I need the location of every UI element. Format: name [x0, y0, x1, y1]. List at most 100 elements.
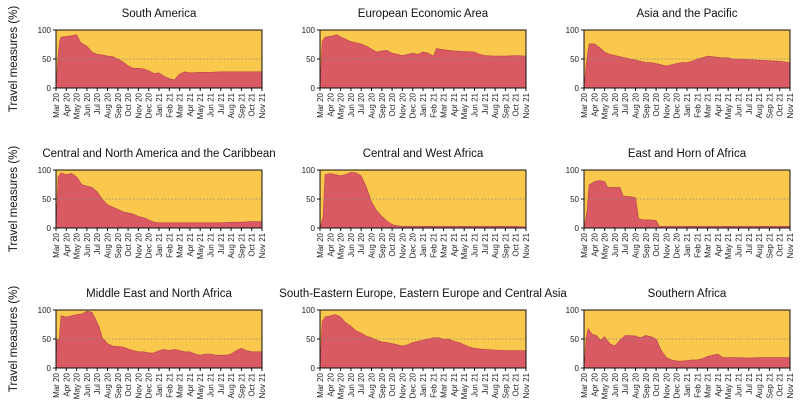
- x-tick-label: Sep 21: [765, 92, 774, 118]
- x-tick-label: Aug 21: [491, 92, 500, 118]
- x-tick-label: Feb 21: [693, 232, 702, 257]
- x-tick-label: Oct 20: [124, 372, 133, 396]
- x-tick-label: Aug 20: [632, 232, 641, 258]
- measures-area-series: [319, 314, 527, 369]
- y-tick-label: 0: [47, 224, 52, 233]
- x-tick-label: Sep 20: [114, 232, 123, 258]
- x-tick-label: Aug 20: [104, 92, 113, 118]
- y-tick-label: 100: [302, 166, 316, 175]
- x-tick-label: Oct 21: [776, 92, 785, 116]
- x-tick-label: Mar 21: [176, 232, 185, 257]
- x-tick-label: May 20: [73, 92, 82, 119]
- x-tick-label: Oct 20: [388, 232, 397, 256]
- x-tick-label: Jul 20: [621, 372, 630, 394]
- measures-area-series: [55, 172, 263, 229]
- x-tick-label: Aug 21: [227, 372, 236, 398]
- x-tick-label: Dec 20: [145, 372, 154, 398]
- x-tick-label: Mar 20: [580, 232, 589, 257]
- x-tick-label: Jun 21: [207, 232, 216, 257]
- x-tick-label: Dec 20: [673, 372, 682, 398]
- x-tick-label: Apr 20: [326, 372, 335, 396]
- x-tick-label: Oct 21: [776, 232, 785, 256]
- x-tick-label: Nov 21: [258, 92, 267, 118]
- x-tick-label: Nov 21: [786, 92, 795, 118]
- x-tick-label: Aug 20: [632, 92, 641, 118]
- x-tick-label: Sep 21: [765, 372, 774, 398]
- x-tick-label: Jun 20: [83, 372, 92, 397]
- x-tick-label: Jun 20: [83, 92, 92, 117]
- x-tick-label: Jun 21: [207, 92, 216, 117]
- panel-title: Central and West Africa: [363, 148, 484, 160]
- x-tick-label: Apr 20: [62, 232, 71, 256]
- x-tick-label: Dec 20: [145, 232, 154, 258]
- x-tick-label: Oct 20: [388, 92, 397, 116]
- y-tick-label: 0: [47, 84, 52, 93]
- x-tick-label: Mar 21: [176, 92, 185, 117]
- panel-title: European Economic Area: [358, 8, 489, 20]
- x-tick-label: Oct 21: [512, 372, 521, 396]
- x-tick-label: Sep 20: [642, 232, 651, 258]
- x-tick-label: Jan 21: [155, 232, 164, 257]
- x-tick-label: Dec 20: [409, 372, 418, 398]
- x-tick-label: Jul 20: [93, 232, 102, 254]
- x-tick-label: Dec 20: [673, 232, 682, 258]
- x-tick-label: Jun 21: [471, 372, 480, 397]
- x-tick-label: Sep 20: [378, 372, 387, 398]
- x-tick-label: Mar 20: [580, 372, 589, 397]
- x-tick-label: Jan 21: [155, 372, 164, 397]
- y-axis-label: Travel measures (%): [8, 6, 20, 112]
- x-tick-label: Sep 20: [642, 92, 651, 118]
- y-tick-label: 50: [42, 335, 51, 344]
- x-tick-label: Jan 21: [419, 232, 428, 257]
- y-tick-label: 100: [566, 306, 580, 315]
- y-tick-label: 100: [566, 26, 580, 35]
- y-tick-label: 0: [311, 224, 316, 233]
- x-tick-label: Feb 21: [429, 232, 438, 257]
- x-tick-label: Feb 21: [165, 372, 174, 397]
- measures-area-series: [583, 180, 791, 229]
- x-tick-label: May 21: [196, 92, 205, 119]
- x-tick-label: Oct 20: [124, 92, 133, 116]
- x-tick-label: Mar 20: [316, 232, 325, 257]
- x-tick-label: Jan 21: [419, 92, 428, 117]
- x-tick-label: Oct 21: [776, 372, 785, 396]
- x-tick-label: Aug 21: [755, 92, 764, 118]
- x-tick-label: May 21: [196, 232, 205, 259]
- x-tick-label: May 20: [601, 232, 610, 259]
- y-tick-label: 100: [566, 166, 580, 175]
- x-tick-label: Apr 21: [186, 92, 195, 116]
- x-tick-label: Sep 20: [114, 92, 123, 118]
- y-tick-label: 0: [575, 84, 580, 93]
- x-tick-label: Jun 20: [347, 232, 356, 257]
- y-tick-label: 50: [42, 195, 51, 204]
- x-tick-label: Jun 20: [611, 372, 620, 397]
- x-tick-label: May 21: [460, 372, 469, 399]
- x-tick-label: Sep 21: [237, 372, 246, 398]
- panel: Middle East and North Africa 0 50 100 Mar 20…: [38, 288, 267, 399]
- x-tick-label: Aug 21: [491, 232, 500, 258]
- x-tick-label: May 20: [337, 232, 346, 259]
- x-tick-label: Mar 21: [440, 232, 449, 257]
- x-tick-label: May 20: [337, 92, 346, 119]
- x-tick-label: Feb 21: [165, 92, 174, 117]
- x-tick-label: Jun 20: [611, 92, 620, 117]
- x-tick-label: Jul 21: [217, 372, 226, 394]
- panel: Central and North America and the Caribb…: [38, 148, 276, 259]
- x-tick-label: Oct 20: [124, 232, 133, 256]
- x-tick-label: May 21: [724, 92, 733, 119]
- x-tick-label: Dec 20: [673, 92, 682, 118]
- x-tick-label: Apr 20: [62, 372, 71, 396]
- measures-area-series: [583, 43, 791, 89]
- x-tick-label: Nov 21: [258, 232, 267, 258]
- x-tick-label: Sep 20: [378, 232, 387, 258]
- x-tick-label: Apr 21: [450, 372, 459, 396]
- x-tick-label: Nov 21: [522, 372, 531, 398]
- x-tick-label: Jan 21: [683, 232, 692, 257]
- y-axis-label: Travel measures (%): [8, 146, 20, 252]
- x-tick-label: Mar 21: [704, 232, 713, 257]
- x-tick-label: Aug 20: [368, 232, 377, 258]
- x-tick-label: Aug 21: [755, 372, 764, 398]
- x-tick-label: Jul 20: [357, 92, 366, 114]
- x-tick-label: Oct 21: [512, 232, 521, 256]
